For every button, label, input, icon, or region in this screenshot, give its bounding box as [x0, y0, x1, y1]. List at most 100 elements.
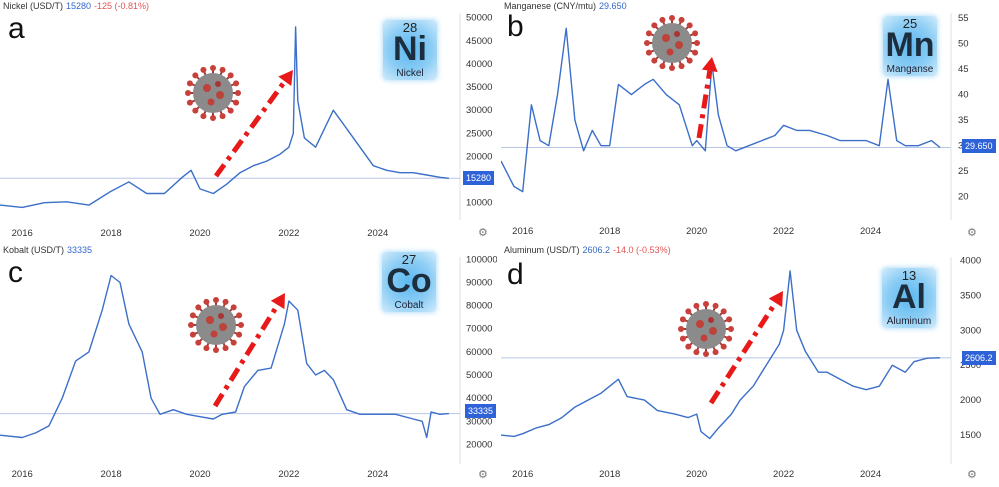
y-tick-label: 55 — [958, 13, 969, 24]
last-price: 2606.2 — [582, 245, 611, 255]
atomic-number: 28 — [402, 20, 418, 35]
x-tick-label: 2018 — [101, 469, 122, 480]
x-tick-label: 2016 — [512, 469, 533, 480]
y-tick-label: 3500 — [960, 290, 981, 301]
atomic-number: 27 — [401, 252, 417, 267]
x-tick-label: 2022 — [773, 226, 794, 237]
y-tick-label: 35000 — [466, 82, 492, 93]
x-tick-label: 2022 — [278, 469, 299, 480]
element-symbol: Ni — [393, 30, 427, 68]
chart-panel-manganese: 202530354045505520162018202020222024 Man… — [501, 0, 999, 243]
coronavirus-icon — [644, 15, 700, 71]
x-tick-label: 2020 — [686, 469, 707, 480]
y-tick-label: 20 — [958, 192, 969, 203]
element-name: Nickel — [396, 68, 424, 79]
element-tile: 13 Al Aluminum — [882, 268, 936, 328]
chart-panel-aluminum: 1500 2000 2500 3000 3500 4000 2016 2018 2020 2022… — [501, 244, 999, 487]
y-tick-label: 2500 — [960, 360, 981, 371]
coronavirus-icon — [185, 65, 241, 121]
x-tick-label: 2020 — [189, 228, 210, 239]
x-tick-label: 2018 — [599, 226, 620, 237]
y-tick-label: 45000 — [466, 36, 492, 47]
nickel-chart-svg: 1000015000200002500030000350004000045000… — [0, 13, 492, 239]
price-change: -125 (-0.81%) — [94, 1, 150, 11]
y-tick-label: 25000 — [466, 128, 492, 139]
aluminum-chart-svg: 1500 2000 2500 3000 3500 4000 2016 2018 2020 2022… — [501, 255, 981, 480]
panel-letter: a — [8, 12, 25, 45]
y-tick-label: 4000 — [960, 255, 981, 266]
y-tick-label: 3000 — [960, 325, 981, 336]
y-tick-label: 90000 — [466, 277, 492, 288]
x-tick-label: 2024 — [367, 469, 388, 480]
element-tile: 25 Mn Manganse — [883, 16, 937, 76]
y-tick-label: 2000 — [960, 395, 981, 406]
chart-panel-cobalt: 20000 30000 40000 50000 60000 70000 80000 90000… — [0, 244, 497, 487]
y-tick-label: 20000 — [466, 439, 492, 450]
x-tick-label: 2020 — [686, 226, 707, 237]
y-tick-label: 50000 — [466, 370, 492, 381]
chart-header: Kobalt (USD/T) 33335 — [3, 245, 95, 255]
chart-header: Nickel (USD/T) 15280 -125 (-0.81%) — [3, 1, 149, 11]
last-price: 33335 — [67, 245, 93, 255]
x-tick-label: 2018 — [101, 228, 122, 239]
y-tick-label: 35 — [958, 115, 969, 126]
y-tick-label: 50 — [958, 39, 969, 50]
last-value-badge: 15280 — [463, 171, 495, 185]
x-tick-label: 2024 — [367, 228, 388, 239]
coronavirus-icon — [678, 301, 734, 357]
x-tick-label: 2022 — [278, 228, 299, 239]
chart-header: Manganese (CNY/mtu) 29.650 — [504, 1, 630, 11]
panel-letter: b — [507, 10, 524, 43]
panel-letter: c — [8, 256, 23, 289]
x-tick-label: 2024 — [860, 226, 881, 237]
y-tick-label: 40000 — [466, 393, 492, 404]
series-line — [0, 274, 449, 439]
y-tick-label: 30000 — [466, 416, 492, 427]
y-tick-label: 70000 — [466, 324, 492, 335]
gear-icon[interactable]: ⚙ — [967, 469, 977, 481]
x-tick-label: 2024 — [860, 469, 881, 480]
panel-letter: d — [507, 258, 524, 291]
y-tick-label: 1500 — [960, 430, 981, 441]
dash-dot-arrow-icon — [708, 291, 783, 405]
x-tick-label: 2022 — [773, 469, 794, 480]
atomic-number: 25 — [902, 16, 918, 31]
series-line — [0, 26, 449, 209]
last-price: 29.650 — [599, 1, 627, 11]
gear-icon[interactable]: ⚙ — [478, 469, 488, 481]
instrument-name: Manganese (CNY/mtu) — [504, 1, 597, 11]
y-tick-label: 20000 — [466, 151, 492, 162]
x-tick-label: 2016 — [12, 228, 33, 239]
element-tile: 27 Co Cobalt — [382, 252, 436, 312]
gear-icon[interactable]: ⚙ — [478, 227, 488, 239]
chart-header: Aluminum (USD/T) 2606.2 -14.0 (-0.53%) — [504, 245, 671, 255]
dash-dot-arrow-icon — [213, 70, 293, 178]
element-symbol: Co — [386, 262, 432, 300]
element-name: Aluminum — [886, 316, 932, 327]
dash-dot-arrow-icon — [212, 293, 285, 408]
price-change: -14.0 (-0.53%) — [613, 245, 671, 255]
series-line — [501, 270, 941, 440]
atomic-number: 13 — [901, 268, 917, 283]
instrument-name: Nickel (USD/T) — [3, 1, 63, 11]
series-line — [501, 27, 941, 193]
last-value-badge: 29.650 — [962, 139, 996, 153]
last-price: 15280 — [66, 1, 92, 11]
y-tick-label: 40000 — [466, 59, 492, 70]
manganese-chart-svg: 202530354045505520162018202020222024 — [501, 13, 969, 237]
element-symbol: Al — [892, 278, 926, 316]
y-tick-label: 50000 — [466, 13, 492, 24]
last-value-badge: 2606.2 — [962, 351, 996, 365]
y-tick-label: 10000 — [466, 198, 492, 209]
last-value-badge: 33335 — [465, 404, 497, 418]
dash-dot-arrow-icon — [696, 57, 718, 139]
chart-panel-nickel: 1000015000200002500030000350004000045000… — [0, 0, 497, 243]
y-tick-label: 60000 — [466, 347, 492, 358]
instrument-name: Aluminum (USD/T) — [504, 245, 580, 255]
y-tick-label: 30000 — [466, 105, 492, 116]
x-tick-label: 2016 — [12, 469, 33, 480]
element-name: Cobalt — [394, 300, 424, 311]
y-tick-label: 100000 — [466, 254, 497, 265]
gear-icon[interactable]: ⚙ — [967, 227, 977, 239]
y-tick-label: 80000 — [466, 301, 492, 312]
